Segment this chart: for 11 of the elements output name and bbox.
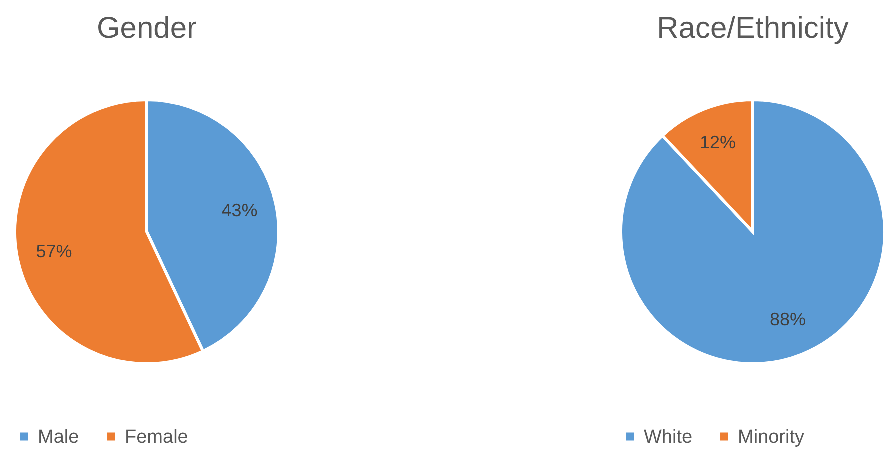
chart-title: Race/Ethnicity — [657, 12, 849, 45]
data-label: 57% — [36, 242, 72, 262]
data-label: 43% — [222, 200, 258, 220]
data-label: 12% — [700, 132, 736, 153]
data-label: 88% — [770, 309, 806, 330]
legend-label: Female — [125, 426, 188, 448]
chart-title: Gender — [96, 12, 198, 45]
legend-label: White — [644, 426, 693, 448]
pie-slice — [620, 98, 886, 366]
legend-label: Minority — [738, 426, 806, 448]
legend-label: Male — [38, 426, 80, 448]
